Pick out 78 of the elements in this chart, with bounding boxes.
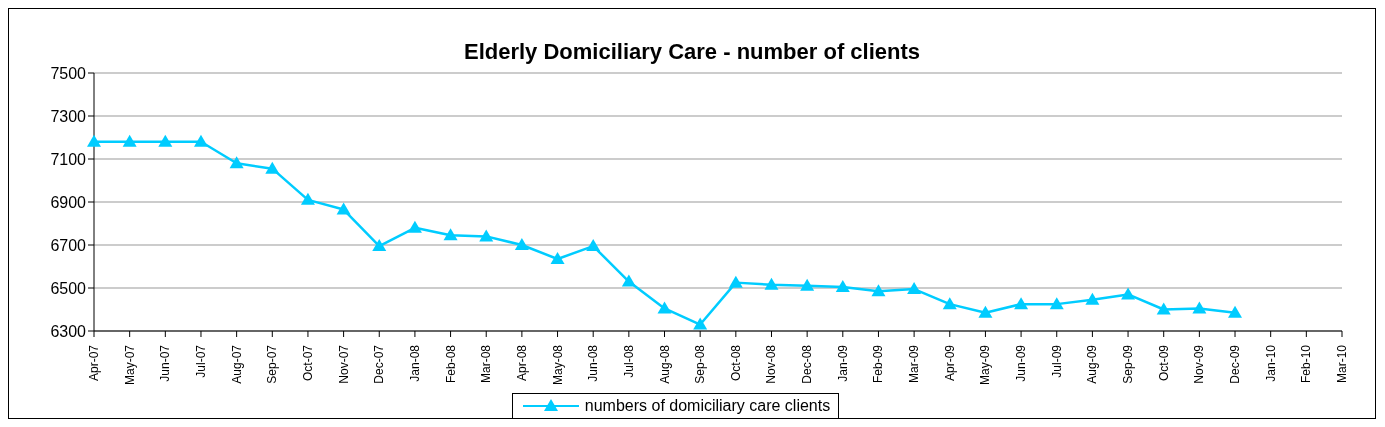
x-tick-label: Dec-09 — [1228, 344, 1243, 384]
point — [158, 134, 173, 147]
x-tick-label: Aug-08 — [657, 344, 672, 384]
point — [586, 239, 601, 252]
x-tick-label: Sep-08 — [693, 344, 708, 384]
x-tick-label: Mar-10 — [1335, 344, 1349, 384]
x-tick-label: Feb-08 — [443, 344, 458, 384]
y-tick-label: 6500 — [50, 279, 87, 297]
point — [907, 282, 922, 295]
x-tick-label: Oct-08 — [728, 344, 743, 382]
point — [265, 161, 280, 174]
point — [300, 192, 315, 205]
point — [1192, 301, 1207, 314]
y-tick-label: 7500 — [50, 64, 87, 82]
x-tick-label: Nov-08 — [764, 344, 779, 384]
point — [1014, 297, 1029, 310]
point — [443, 228, 458, 241]
point — [835, 279, 850, 292]
point — [336, 202, 351, 215]
x-tick-label: Jun-08 — [586, 344, 601, 382]
x-tick-label: Oct-09 — [1156, 344, 1171, 382]
point — [1049, 297, 1064, 310]
point — [800, 278, 815, 291]
x-tick-label: Jan-10 — [1263, 344, 1278, 382]
y-tick-label: 7300 — [50, 107, 87, 125]
point — [193, 134, 208, 147]
x-tick-label: Jan-09 — [835, 344, 850, 382]
point — [1085, 292, 1100, 305]
point — [479, 229, 494, 242]
x-tick-label: Apr-07 — [87, 344, 101, 382]
x-tick-label: Nov-09 — [1192, 344, 1207, 384]
point — [693, 317, 708, 330]
x-tick-label: Aug-09 — [1085, 344, 1100, 384]
point — [372, 239, 387, 252]
point — [1156, 302, 1171, 315]
y-tick-label: 7100 — [50, 150, 87, 168]
point — [87, 134, 101, 147]
x-tick-label: Jan-08 — [407, 344, 422, 382]
x-tick-label: Apr-08 — [514, 344, 529, 382]
point — [407, 220, 422, 233]
x-tick-label: Mar-08 — [479, 344, 494, 384]
point — [1228, 305, 1243, 318]
x-tick-label: Dec-08 — [800, 344, 815, 384]
chart-title: Elderly Domiciliary Care - number of clients — [463, 39, 921, 65]
x-tick-label: Jun-09 — [1014, 344, 1029, 382]
point — [728, 275, 743, 288]
point — [764, 277, 779, 290]
x-tick-label: Jul-09 — [1049, 344, 1064, 378]
y-tick-label: 6900 — [50, 193, 87, 211]
x-tick-label: Sep-07 — [265, 344, 280, 384]
point — [871, 284, 886, 297]
x-tick-label: May-07 — [122, 344, 137, 386]
point — [942, 297, 957, 310]
point — [229, 156, 244, 169]
point — [550, 251, 565, 264]
point — [978, 305, 993, 318]
x-tick-label: Dec-07 — [372, 344, 387, 384]
point — [1121, 287, 1136, 300]
x-tick-label: Apr-09 — [942, 344, 957, 382]
point — [122, 134, 137, 147]
x-tick-label: Feb-09 — [871, 344, 886, 384]
x-tick-label: Aug-07 — [229, 344, 244, 384]
x-tick-label: Oct-07 — [300, 344, 315, 382]
point — [621, 274, 636, 287]
x-tick-label: Jun-07 — [158, 344, 173, 382]
legend-label: numbers of domiciliary care clients — [584, 397, 831, 415]
y-tick-label: 6300 — [50, 322, 87, 340]
x-tick-label: Jul-08 — [621, 344, 636, 378]
x-tick-label: Mar-09 — [907, 344, 922, 384]
x-tick-label: Jul-07 — [193, 344, 208, 378]
x-tick-label: Sep-09 — [1121, 344, 1136, 384]
point — [514, 238, 529, 250]
point — [657, 301, 672, 314]
x-tick-label: Feb-10 — [1299, 344, 1314, 384]
y-tick-label: 6700 — [50, 236, 87, 254]
x-tick-label: May-09 — [978, 344, 993, 386]
x-tick-label: May-08 — [550, 344, 565, 386]
x-tick-label: Nov-07 — [336, 344, 351, 384]
